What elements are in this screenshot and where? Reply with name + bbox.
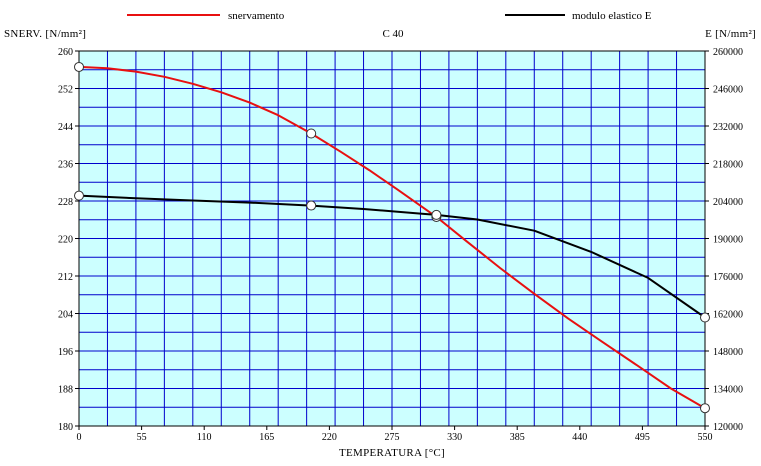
data-point-modulo-elastico-e (431, 209, 442, 220)
series-line-snervamento (78, 65, 706, 410)
y-right-tick-label: 190000 (713, 235, 743, 246)
x-tick-label: 220 (322, 432, 337, 443)
y-left-tick-label: 252 (58, 85, 73, 96)
y-right-tick-label: 120000 (713, 422, 743, 433)
y-right-tick-label: 260000 (713, 47, 743, 58)
data-point-snervamento (700, 403, 710, 414)
y-left-tick-label: 196 (58, 347, 73, 358)
grid (79, 51, 705, 426)
y-right-tick-label: 246000 (713, 85, 743, 96)
y-left-tick-label: 180 (58, 422, 73, 433)
y-left-tick-label: 188 (58, 385, 73, 396)
x-tick-label: 275 (385, 432, 400, 443)
x-tick-label: 110 (197, 432, 212, 443)
y-right-axis: 120000 134000 148000 162000 176000 190000 2040… (705, 47, 743, 433)
legend-label-modulo-elastico: modulo elastico E (572, 10, 652, 22)
y-right-tick-label: 162000 (713, 310, 743, 321)
y-left-tick-label: 220 (58, 235, 73, 246)
legend-label-snervamento: snervamento (228, 10, 285, 22)
chart-title: C 40 (382, 28, 404, 40)
y-right-tick-label: 204000 (713, 197, 743, 208)
y-right-axis-title: E [N/mm²] (705, 28, 756, 40)
x-tick-label: 385 (510, 432, 525, 443)
data-point-snervamento (74, 61, 84, 72)
x-tick-label: 165 (259, 432, 274, 443)
y-left-tick-label: 260 (58, 47, 73, 58)
y-right-tick-label: 134000 (713, 385, 743, 396)
y-right-tick-label: 176000 (713, 272, 743, 283)
y-left-tick-label: 204 (58, 310, 73, 321)
y-left-tick-label: 212 (58, 272, 73, 283)
y-left-tick-label: 236 (58, 160, 73, 171)
y-left-axis-title: SNERV. [N/mm²] (4, 28, 86, 40)
data-point-modulo-elastico-e (700, 312, 710, 323)
x-tick-label: 55 (137, 432, 147, 443)
y-right-tick-label: 218000 (713, 160, 743, 171)
x-tick-label: 550 (698, 432, 713, 443)
x-tick-label: 0 (77, 432, 82, 443)
legend: snervamento modulo elastico E (127, 10, 652, 22)
data-point-modulo-elastico-e (74, 190, 84, 201)
series-line-modulo-elastico-e (78, 194, 706, 319)
x-axis: 0 55 110 165 220 275 330 385 440 495 550 (77, 426, 713, 443)
data-point-snervamento (306, 128, 317, 139)
y-left-tick-label: 228 (58, 197, 73, 208)
y-left-tick-label: 244 (58, 122, 73, 133)
series-layer (74, 61, 710, 414)
y-left-axis: 180 188 196 204 212 220 228 236 244 252 260 (58, 47, 79, 433)
x-axis-title: TEMPERATURA [°C] (339, 447, 445, 459)
x-tick-label: 440 (572, 432, 587, 443)
y-right-tick-label: 148000 (713, 347, 743, 358)
x-tick-label: 495 (635, 432, 650, 443)
y-right-tick-label: 232000 (713, 122, 743, 133)
data-point-modulo-elastico-e (306, 200, 317, 211)
x-tick-label: 330 (447, 432, 462, 443)
